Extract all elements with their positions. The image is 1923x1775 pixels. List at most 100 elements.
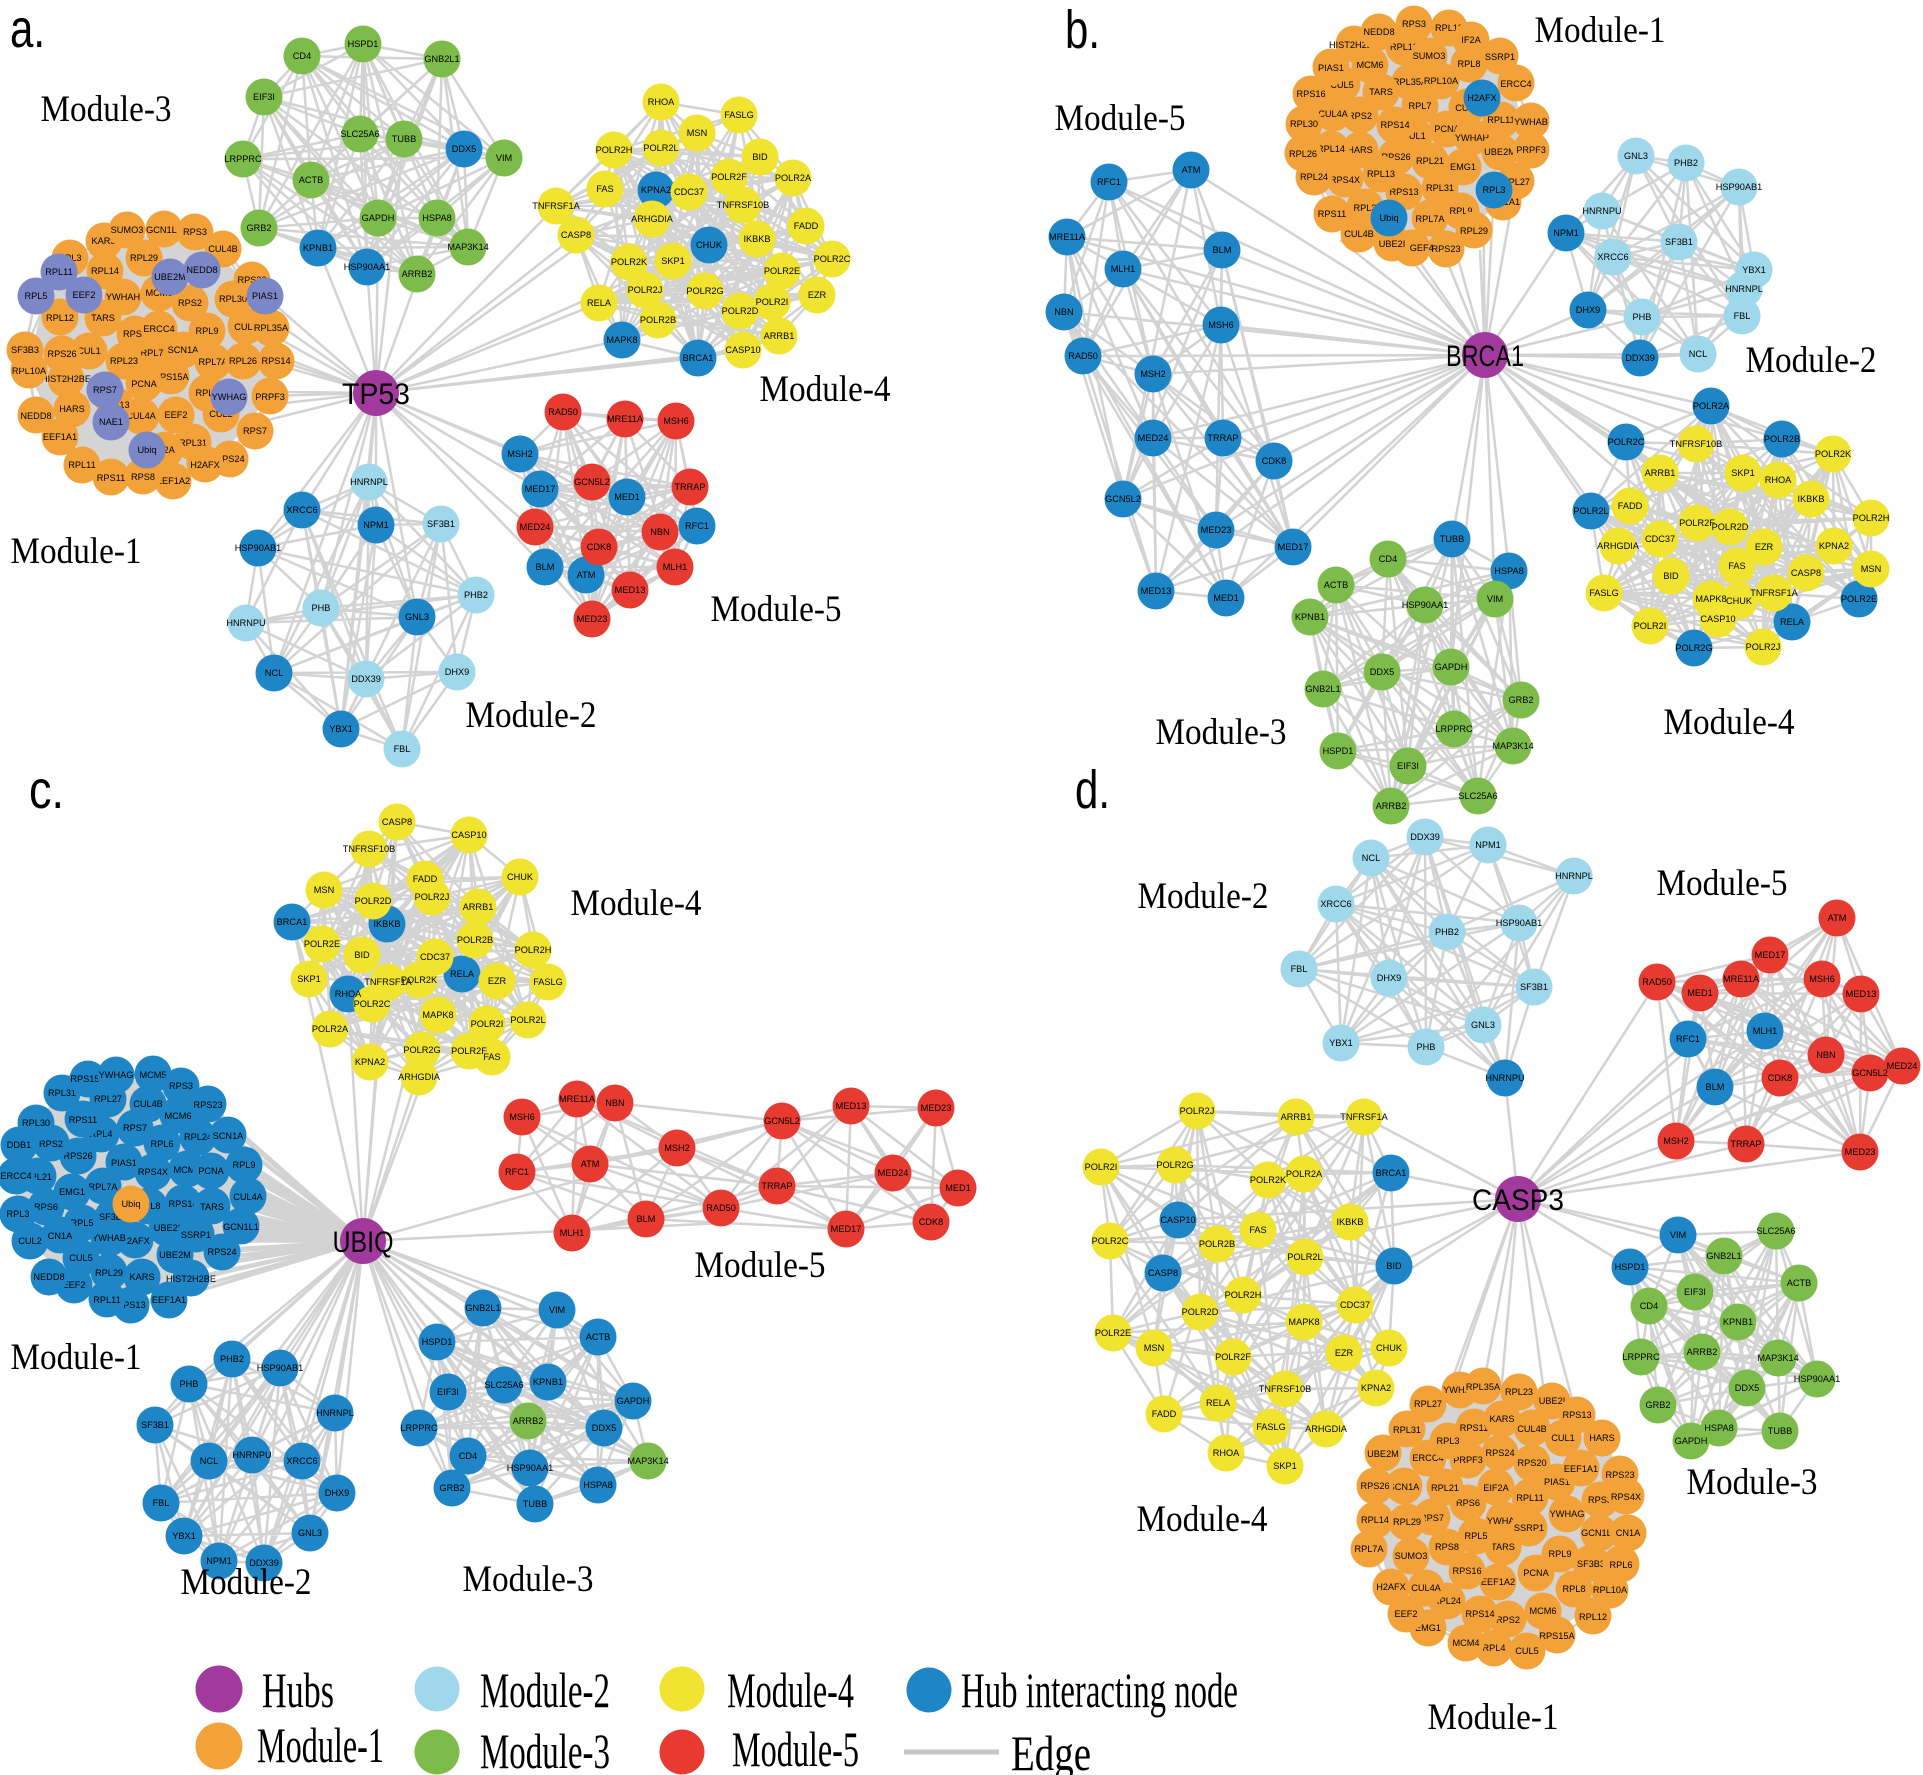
svg-text:XRCC6: XRCC6 [1597, 252, 1628, 262]
svg-text:SF3B1: SF3B1 [1665, 237, 1693, 247]
svg-text:RPL29: RPL29 [1393, 1517, 1421, 1527]
svg-text:RPL9: RPL9 [1450, 206, 1473, 216]
svg-text:RPL9: RPL9 [233, 1160, 256, 1170]
svg-text:SF3B1: SF3B1 [141, 1420, 169, 1430]
svg-text:RELA: RELA [1206, 1398, 1231, 1408]
svg-text:a.: a. [10, 0, 45, 59]
svg-text:POLR2C: POLR2C [1608, 437, 1645, 447]
svg-text:CDC37: CDC37 [1645, 534, 1675, 544]
svg-text:MRE11A: MRE11A [1049, 232, 1086, 242]
svg-text:DDX5: DDX5 [1370, 667, 1395, 677]
svg-text:MED17: MED17 [1755, 950, 1786, 960]
svg-text:Module-5: Module-5 [1657, 863, 1788, 904]
svg-text:RPS3: RPS3 [1588, 1495, 1612, 1505]
svg-text:GNB2L1: GNB2L1 [1706, 1251, 1741, 1261]
svg-text:POLR2I: POLR2I [1634, 621, 1667, 631]
svg-text:ARRB2: ARRB2 [1687, 1347, 1718, 1357]
svg-text:TUBB: TUBB [392, 134, 417, 144]
svg-text:MSN: MSN [687, 128, 707, 138]
svg-text:MCM4: MCM4 [1452, 1638, 1479, 1648]
svg-text:RPS23: RPS23 [1431, 244, 1460, 254]
svg-text:Module-4: Module-4 [1664, 702, 1795, 743]
svg-text:CHUK: CHUK [1376, 1343, 1403, 1353]
svg-text:EEF2: EEF2 [73, 290, 96, 300]
svg-text:PRPF3: PRPF3 [1516, 145, 1546, 155]
svg-text:ARRB2: ARRB2 [402, 269, 433, 279]
svg-text:UBE2M: UBE2M [159, 1250, 191, 1260]
svg-text:PIAS1: PIAS1 [1318, 63, 1344, 73]
svg-text:SUMO3: SUMO3 [1395, 1551, 1428, 1561]
svg-text:GCN1L1: GCN1L1 [1581, 1528, 1617, 1538]
svg-text:POLR2G: POLR2G [686, 286, 723, 296]
svg-text:RPS3: RPS3 [1402, 19, 1426, 29]
svg-text:RPS7: RPS7 [243, 426, 267, 436]
svg-text:H2AFX: H2AFX [120, 1236, 150, 1246]
svg-text:ATM: ATM [1828, 913, 1847, 923]
svg-text:FASLG: FASLG [724, 110, 754, 120]
svg-text:KPNA2: KPNA2 [1361, 1383, 1391, 1393]
svg-text:MSN: MSN [314, 885, 334, 895]
svg-text:Module-3: Module-3 [41, 89, 172, 130]
svg-text:BLM: BLM [1706, 1082, 1725, 1092]
svg-text:POLR2C: POLR2C [354, 999, 391, 1009]
svg-text:RPL3: RPL3 [1437, 1436, 1460, 1446]
svg-text:RPL26: RPL26 [229, 356, 257, 366]
svg-text:SLC25A6: SLC25A6 [340, 129, 379, 139]
svg-text:CDK8: CDK8 [587, 542, 612, 552]
svg-text:VIM: VIM [1487, 594, 1503, 604]
svg-text:NCL: NCL [1689, 349, 1707, 359]
svg-text:BRCA1: BRCA1 [1446, 340, 1524, 373]
svg-text:CDK8: CDK8 [1262, 456, 1287, 466]
svg-text:MLH1: MLH1 [1753, 1026, 1778, 1036]
svg-text:PRPF3: PRPF3 [255, 392, 285, 402]
svg-text:Module-5: Module-5 [695, 1245, 826, 1286]
svg-text:FAS: FAS [1249, 1225, 1266, 1235]
svg-text:HSPD1: HSPD1 [348, 39, 379, 49]
svg-text:CASP10: CASP10 [725, 345, 760, 355]
svg-text:POLR2L: POLR2L [1573, 506, 1608, 516]
svg-text:ARHGDIA: ARHGDIA [1305, 1424, 1348, 1434]
svg-text:PHB2: PHB2 [464, 590, 488, 600]
svg-text:POLR2B: POLR2B [457, 935, 493, 945]
svg-text:HNRNPU: HNRNPU [232, 1450, 271, 1460]
svg-text:POLR2K: POLR2K [1250, 1175, 1287, 1185]
svg-text:ACTB: ACTB [299, 175, 324, 185]
svg-text:ACTB: ACTB [1324, 580, 1349, 590]
svg-text:SF3B3: SF3B3 [1577, 1559, 1605, 1569]
svg-text:EEF1A2: EEF1A2 [156, 476, 190, 486]
svg-text:KPNA2: KPNA2 [355, 1057, 385, 1067]
svg-text:MED1: MED1 [945, 1183, 971, 1193]
svg-text:RPL9: RPL9 [1549, 1549, 1572, 1559]
svg-text:MRE11A: MRE11A [1723, 974, 1760, 984]
svg-text:GNL3: GNL3 [298, 1528, 322, 1538]
svg-text:Module-1: Module-1 [1428, 1697, 1559, 1738]
svg-text:POLR2G: POLR2G [403, 1045, 440, 1055]
svg-text:RPS16: RPS16 [1296, 89, 1325, 99]
svg-text:NEDD8: NEDD8 [20, 411, 51, 421]
svg-text:ATM: ATM [581, 1159, 600, 1169]
svg-text:CUL1: CUL1 [1402, 131, 1426, 141]
svg-text:POLR2B: POLR2B [1199, 1239, 1235, 1249]
svg-text:RPS4X: RPS4X [138, 1167, 168, 1177]
svg-text:GCN5L2: GCN5L2 [1852, 1068, 1888, 1078]
svg-text:RPS6: RPS6 [34, 1202, 58, 1212]
svg-text:GCN5L2: GCN5L2 [764, 1116, 800, 1126]
svg-text:RPL14: RPL14 [91, 266, 119, 276]
svg-text:EZR: EZR [1335, 1348, 1354, 1358]
svg-text:SSRP1: SSRP1 [181, 1230, 211, 1240]
svg-text:MCM6: MCM6 [164, 1111, 191, 1121]
svg-text:Ubiq: Ubiq [122, 1199, 141, 1209]
svg-text:EMG1: EMG1 [1415, 1623, 1441, 1633]
svg-text:XRCC6: XRCC6 [286, 505, 317, 515]
svg-text:POLR2A: POLR2A [1693, 401, 1730, 411]
svg-text:VIM: VIM [1670, 1230, 1686, 1240]
svg-text:Module-1: Module-1 [11, 531, 142, 572]
svg-text:RPL9: RPL9 [196, 326, 219, 336]
svg-text:ARRB2: ARRB2 [1376, 801, 1407, 811]
svg-text:RELA: RELA [587, 298, 612, 308]
svg-text:PHB: PHB [312, 603, 331, 613]
svg-text:MED23: MED23 [1201, 525, 1232, 535]
svg-text:RPL7A: RPL7A [1354, 1544, 1384, 1554]
svg-text:RPS4X: RPS4X [1611, 1492, 1641, 1502]
svg-text:POLR2J: POLR2J [415, 892, 450, 902]
